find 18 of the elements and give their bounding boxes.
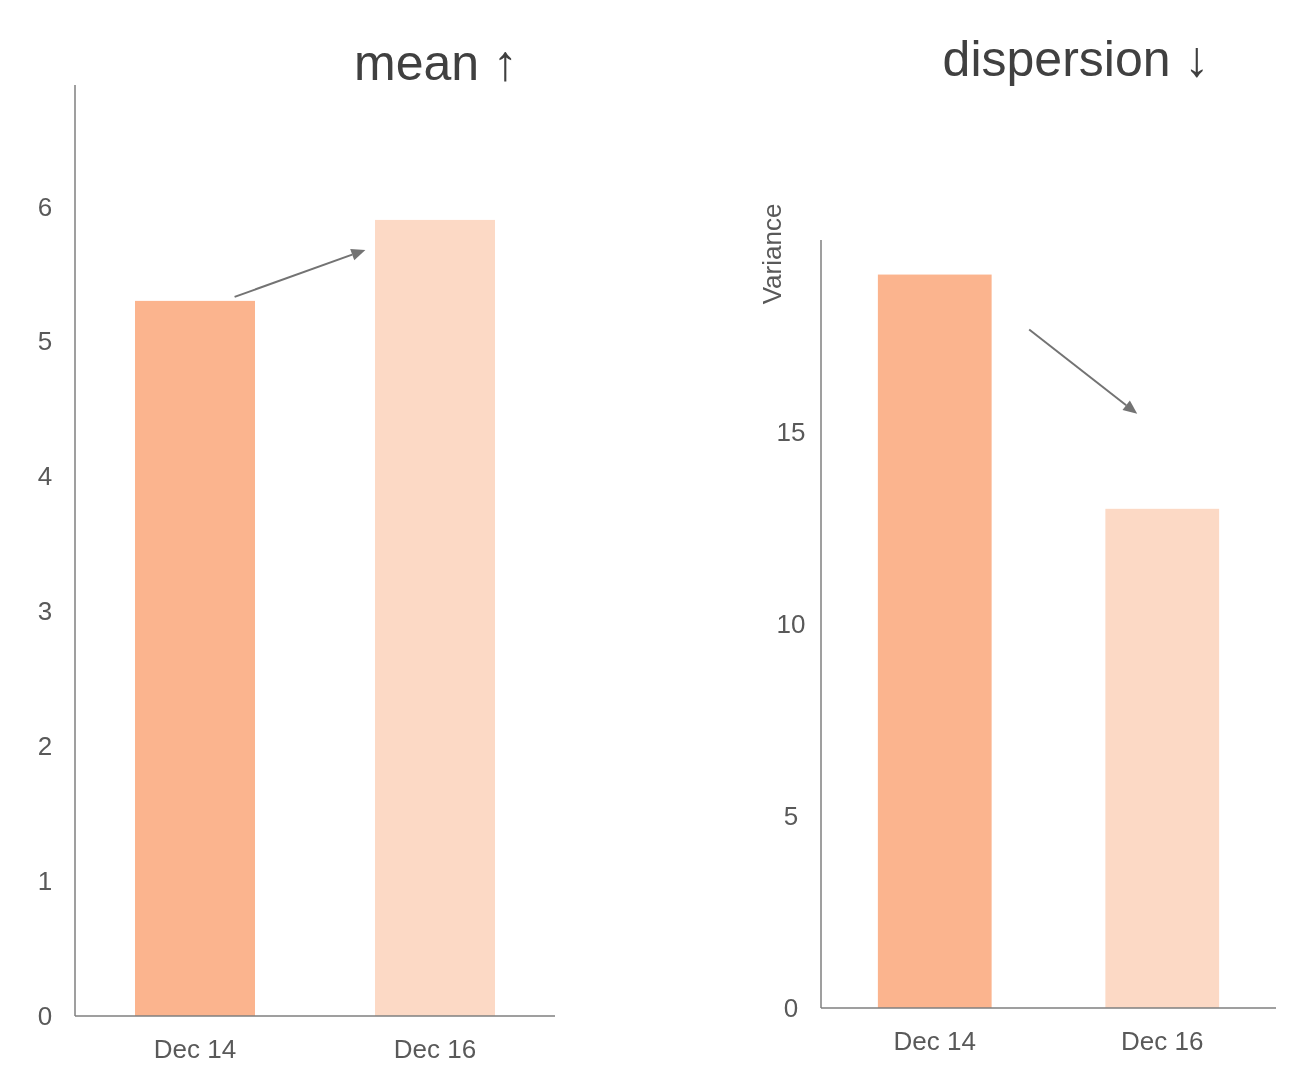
y-tick-label: 15	[776, 417, 806, 448]
y-tick-label: 10	[776, 609, 806, 640]
y-tick-label: 4	[37, 461, 53, 492]
y-tick-label: 2	[37, 731, 53, 762]
y-axis-title: Variance	[757, 203, 787, 305]
y-tick-label: 6	[37, 191, 53, 222]
y-tick-label: 5	[783, 801, 799, 832]
y-tick-label: 5	[37, 326, 53, 357]
y-tick-label: 0	[783, 993, 799, 1024]
y-tick-label: 0	[37, 1001, 53, 1032]
x-tick-label: Dec 16	[393, 1034, 477, 1064]
y-tick-label: 1	[37, 866, 53, 897]
x-tick-label: Dec 14	[153, 1034, 237, 1064]
y-tick-label: 3	[37, 596, 53, 627]
x-tick-label: Dec 14	[893, 1026, 976, 1056]
x-tick-label: Dec 16	[1121, 1026, 1204, 1056]
chart-title: mean ↑	[354, 35, 518, 91]
chart-title: dispersion ↓	[942, 31, 1210, 87]
